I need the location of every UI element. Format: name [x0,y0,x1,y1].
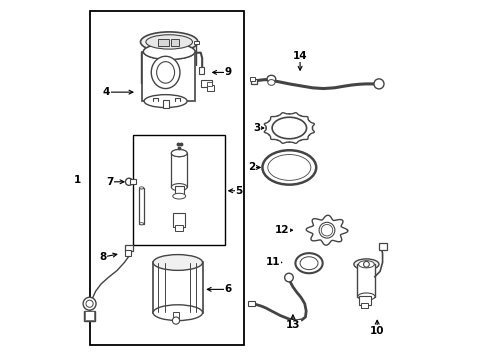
Text: 9: 9 [224,67,231,77]
Bar [206,85,214,91]
Ellipse shape [143,44,195,59]
Ellipse shape [300,257,317,270]
Bar [171,39,179,45]
Circle shape [83,297,96,310]
Bar [125,244,132,251]
Text: 4: 4 [102,87,110,97]
Ellipse shape [295,253,322,273]
Text: 6: 6 [224,284,231,294]
Bar [133,135,224,244]
Bar [84,311,94,320]
Bar [158,39,169,45]
Ellipse shape [153,255,202,270]
Ellipse shape [262,150,316,185]
Bar [378,243,386,250]
Ellipse shape [171,149,187,157]
Ellipse shape [171,184,187,191]
Bar [250,79,257,84]
Ellipse shape [357,293,374,300]
Text: 5: 5 [235,186,242,196]
Bar [153,262,202,313]
Circle shape [321,225,332,236]
Circle shape [86,300,93,307]
Text: 10: 10 [369,325,384,336]
Bar [139,188,143,224]
Text: 3: 3 [253,123,260,133]
Bar [172,312,179,320]
Bar [250,77,254,81]
Bar [174,186,183,196]
Bar [357,264,374,297]
Ellipse shape [140,32,198,52]
Circle shape [284,273,293,282]
Bar [194,41,198,44]
Circle shape [373,79,383,89]
Text: 1: 1 [74,175,81,185]
Circle shape [363,261,368,267]
Bar [125,250,131,256]
Bar [199,67,203,74]
Ellipse shape [145,35,192,49]
Text: 11: 11 [265,257,280,267]
Ellipse shape [139,187,143,189]
Ellipse shape [358,261,373,268]
Ellipse shape [139,223,143,225]
Circle shape [172,317,179,324]
Ellipse shape [144,95,187,108]
Circle shape [125,178,132,185]
Polygon shape [305,215,347,245]
Bar [247,301,254,306]
Text: 12: 12 [274,225,289,235]
Bar [163,100,169,108]
Bar [171,153,187,187]
Bar [174,225,183,231]
Text: 2: 2 [247,162,255,172]
Bar [142,51,195,101]
Ellipse shape [172,193,185,199]
Ellipse shape [156,62,174,83]
Ellipse shape [267,80,274,85]
Bar [130,179,136,184]
Ellipse shape [271,117,306,139]
Circle shape [319,222,334,238]
Ellipse shape [266,75,275,82]
Text: 14: 14 [292,51,307,61]
Text: 7: 7 [106,177,114,187]
Bar [201,80,211,87]
Ellipse shape [353,259,378,270]
Ellipse shape [267,154,310,180]
Bar [206,82,211,86]
Bar [172,213,184,226]
Bar [90,12,244,345]
Ellipse shape [143,44,195,59]
Bar [359,296,370,305]
Text: 13: 13 [285,320,300,330]
Ellipse shape [171,149,187,157]
Ellipse shape [153,305,202,320]
Bar [360,303,367,309]
Ellipse shape [151,56,180,89]
Text: 8: 8 [99,252,106,262]
Bar [83,311,94,320]
